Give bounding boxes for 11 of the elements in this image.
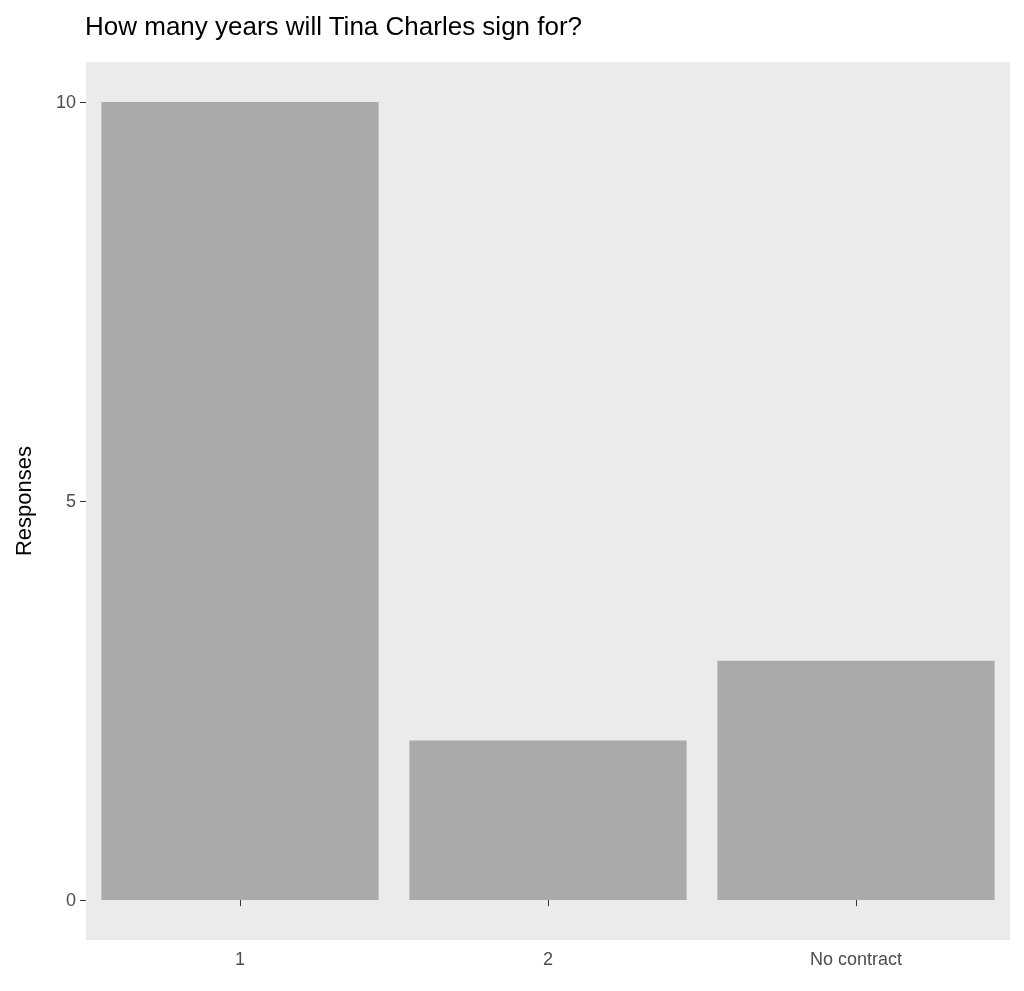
bar [717, 660, 995, 901]
bar [409, 740, 687, 901]
x-tick-label: 1 [234, 949, 246, 969]
chart-title: How many years will Tina Charles sign for? [85, 11, 583, 41]
y-tick-label: 5 [65, 491, 76, 511]
x-tick-label: No contract [809, 949, 903, 969]
y-axis-title: Responses [10, 445, 36, 557]
y-tick-label: 0 [65, 890, 76, 911]
y-tick-label: 10 [55, 91, 76, 112]
x-tick-label: 2 [542, 949, 554, 969]
bar [101, 101, 379, 901]
